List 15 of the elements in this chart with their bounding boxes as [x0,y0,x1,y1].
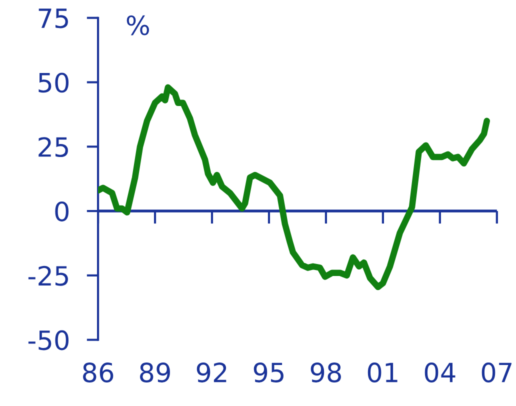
y-tick-label: -25 [28,266,68,286]
y-tick-label: 50 [38,72,69,93]
y-tick-label: 75 [38,8,68,28]
y-tick-label: -50 [28,330,69,350]
x-tick-label: 86 [83,362,114,382]
x-tick-label: 98 [310,362,341,382]
y-tick-label: 0 [55,201,69,222]
x-tick-label: 01 [368,362,398,382]
y-axis-title: % [126,15,150,36]
y-tick-label: 25 [38,137,68,158]
x-tick-label: 07 [482,362,512,382]
x-tick-label: 89 [140,362,170,382]
x-tick-label: 92 [196,362,226,382]
x-tick-label: 04 [424,362,456,382]
x-tick-label: 95 [254,362,284,382]
